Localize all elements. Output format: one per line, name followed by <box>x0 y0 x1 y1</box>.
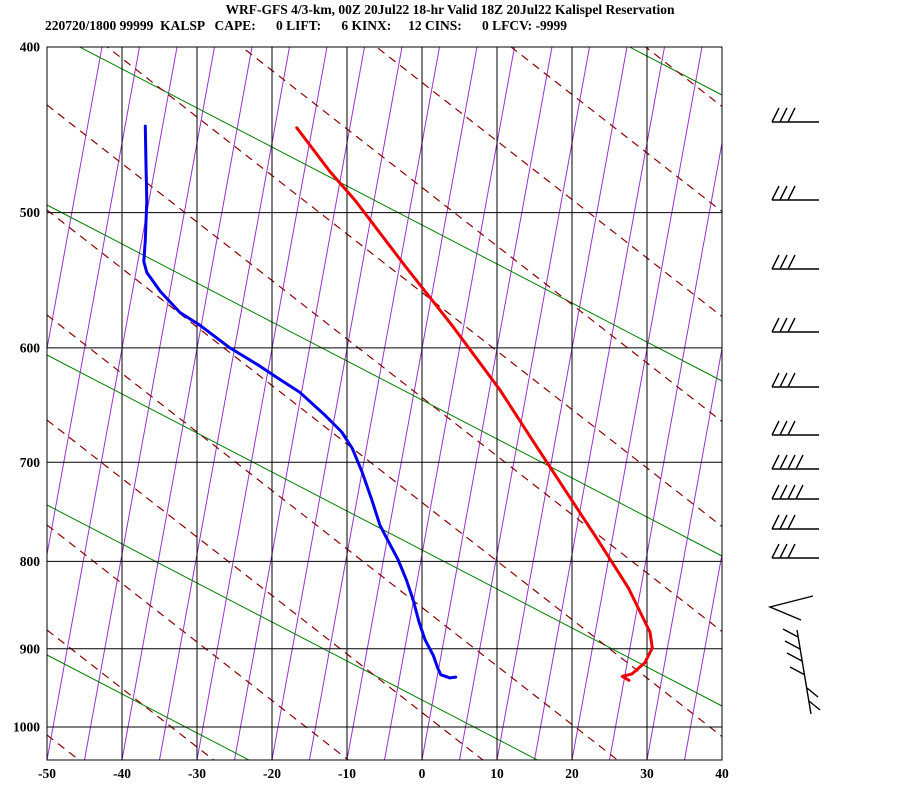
pressure-axis-labels: 400 500 600 700 800 900 1000 <box>13 40 40 735</box>
temperature-tick-label: 10 <box>490 766 504 781</box>
wind-barb <box>771 317 819 333</box>
pressure-tick-label: 700 <box>20 455 41 470</box>
temperature-tick-label: 40 <box>715 766 729 781</box>
pressure-tick-label: 400 <box>20 40 41 55</box>
pressure-tick-label: 900 <box>20 641 41 656</box>
wind-barb <box>771 254 819 270</box>
pressure-tick-label: 800 <box>20 554 41 569</box>
wind-barb <box>767 595 814 621</box>
mixing-ratio-lines <box>47 47 722 760</box>
temperature-tick-label: -40 <box>113 766 131 781</box>
wind-barb <box>771 543 819 559</box>
wind-barb <box>771 484 819 500</box>
wind-barb <box>771 185 819 201</box>
wind-barb <box>771 514 819 530</box>
pressure-tick-label: 1000 <box>13 720 40 735</box>
dry-adiabat-lines <box>47 47 722 760</box>
temperature-tick-label: 20 <box>565 766 579 781</box>
temperature-tick-label: -50 <box>38 766 56 781</box>
pressure-tick-label: 500 <box>20 205 41 220</box>
sounding-params-line: 220720/1800 99999 KALSP CAPE: 0 LIFT: 6 … <box>45 18 568 33</box>
temperature-tick-label: 30 <box>640 766 654 781</box>
pressure-tick-label: 600 <box>20 340 41 355</box>
wind-barb <box>771 454 819 470</box>
grid-lines <box>46 46 723 761</box>
wind-barb <box>771 372 819 388</box>
dewpoint-curve <box>142 124 458 680</box>
temperature-tick-label: -10 <box>338 766 356 781</box>
wind-barb <box>771 107 819 123</box>
background-lines <box>47 47 722 760</box>
temperature-tick-label: -20 <box>263 766 281 781</box>
isotherm-lines <box>47 47 722 760</box>
temperature-axis-labels: -50 -40 -30 -20 -10 0 10 20 30 40 <box>38 766 729 781</box>
wind-barbs <box>767 107 821 715</box>
temperature-tick-label: 0 <box>419 766 426 781</box>
temperature-curve <box>295 126 654 682</box>
chart-title: WRF-GFS 4/3-km, 00Z 20Jul22 18-hr Valid … <box>225 2 675 17</box>
temperature-tick-label: -30 <box>188 766 206 781</box>
wind-barb <box>782 628 821 715</box>
wind-barb <box>771 420 819 436</box>
